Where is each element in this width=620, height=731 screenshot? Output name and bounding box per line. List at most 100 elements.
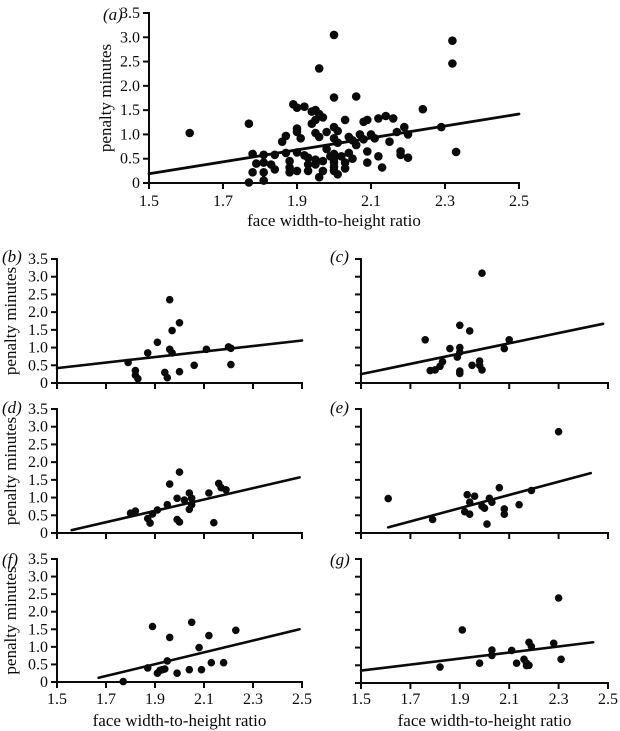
y-tick-label: 3.5 <box>28 551 48 568</box>
regression-line <box>55 339 304 370</box>
data-point <box>175 319 184 327</box>
scatter-plot-g: 1.5 1.7 1.9 2.1 2.3 2.5 (g) face width-to-heigh… <box>330 550 618 730</box>
data-point <box>348 154 357 163</box>
data-point <box>475 659 484 667</box>
data-point <box>143 664 152 672</box>
y-tick-label: 0 <box>132 175 140 192</box>
y-tick-label: 3.0 <box>28 269 48 286</box>
panel-d: 0 0.5 1.0 1.5 2.0 2.5 3.0 3.5 (d) penalty minutes <box>0 390 310 542</box>
data-point <box>403 130 413 139</box>
data-point <box>292 103 302 112</box>
data-point <box>488 651 496 660</box>
data-point <box>146 519 154 527</box>
x-tick-label: 2.3 <box>549 691 569 708</box>
data-point <box>131 507 140 515</box>
x-tick-label: 1.9 <box>287 193 307 210</box>
data-point <box>337 152 346 161</box>
data-point <box>453 353 462 361</box>
data-point <box>270 165 280 174</box>
data-point <box>333 170 342 179</box>
data-point <box>163 373 172 382</box>
data-point <box>314 172 324 182</box>
x-tick-label: 2.1 <box>194 691 214 708</box>
data-point <box>329 93 339 102</box>
scatter-plot-e: (e) <box>330 398 609 539</box>
data-point <box>292 127 302 137</box>
panel-c: (c) <box>310 240 620 390</box>
data-point <box>557 655 565 664</box>
panel-g: 1.5 1.7 1.9 2.1 2.3 2.5 (g) face width-to-heigh… <box>310 540 620 731</box>
data-point <box>175 468 184 476</box>
data-point <box>175 367 184 376</box>
y-tick-label: 3.0 <box>120 29 140 46</box>
y-tick-label: 3.5 <box>120 5 140 22</box>
data-point <box>363 158 372 167</box>
y-axis-title: penalty minutes <box>1 267 20 375</box>
data-point <box>296 134 305 143</box>
data-point <box>385 137 394 146</box>
y-tick-label: 1.0 <box>28 340 48 357</box>
data-point <box>307 119 317 128</box>
data-point <box>403 153 413 162</box>
regression-line <box>97 627 301 680</box>
x-tick-label: 2.5 <box>292 691 312 708</box>
data-point <box>314 132 324 142</box>
y-tick-label: 1.5 <box>28 472 48 489</box>
data-point <box>148 510 157 518</box>
data-point <box>292 166 302 176</box>
data-point <box>165 633 174 642</box>
data-point <box>173 669 181 677</box>
data-point <box>318 156 328 166</box>
data-point <box>259 168 268 177</box>
x-tick-label: 2.3 <box>243 691 263 708</box>
data-point <box>478 366 486 374</box>
regression-line <box>359 322 605 376</box>
data-point <box>470 492 479 500</box>
data-point <box>244 119 254 128</box>
y-tick-label: 1.5 <box>28 322 48 339</box>
y-axis-title: penalty minutes <box>96 44 115 152</box>
y-tick-label: 3.0 <box>28 569 48 586</box>
x-tick-label: 1.7 <box>400 691 420 708</box>
data-point <box>281 131 291 141</box>
x-axis-title: face width-to-height ratio <box>93 711 267 730</box>
data-point <box>554 427 563 436</box>
data-point <box>134 374 142 383</box>
data-point <box>495 483 504 492</box>
data-point <box>202 345 211 354</box>
data-point <box>512 659 521 667</box>
data-point <box>418 104 428 114</box>
data-point <box>507 646 516 655</box>
axis-spines <box>360 558 609 684</box>
x-tick-label: 2.5 <box>509 193 529 210</box>
y-tick-label: 0 <box>40 375 48 392</box>
data-point <box>480 504 489 512</box>
data-point <box>168 326 176 335</box>
data-point <box>311 160 320 169</box>
data-point <box>185 665 194 674</box>
data-point <box>143 349 152 357</box>
data-point <box>259 150 268 160</box>
data-point <box>363 147 372 156</box>
data-point <box>374 152 383 161</box>
y-tick-label: 0.5 <box>28 507 48 524</box>
y-tick-label: 0 <box>40 674 48 691</box>
axis-spines <box>360 408 609 534</box>
y-tick-label: 1.5 <box>120 102 140 119</box>
y-tick-label: 3.0 <box>28 419 48 436</box>
data-point <box>259 158 268 167</box>
data-point <box>359 135 368 144</box>
panel-letter: (f) <box>2 550 18 569</box>
y-tick-label: 1.0 <box>28 490 48 507</box>
data-point <box>190 361 198 370</box>
y-tick-label: 1.0 <box>120 126 140 143</box>
data-point <box>314 64 324 73</box>
data-point <box>300 102 309 111</box>
data-point <box>400 122 409 132</box>
data-point <box>285 156 294 166</box>
x-tick-label: 2.1 <box>361 193 381 210</box>
data-point <box>527 486 536 495</box>
data-point <box>175 518 184 526</box>
data-point <box>248 168 257 177</box>
data-point <box>244 178 254 187</box>
